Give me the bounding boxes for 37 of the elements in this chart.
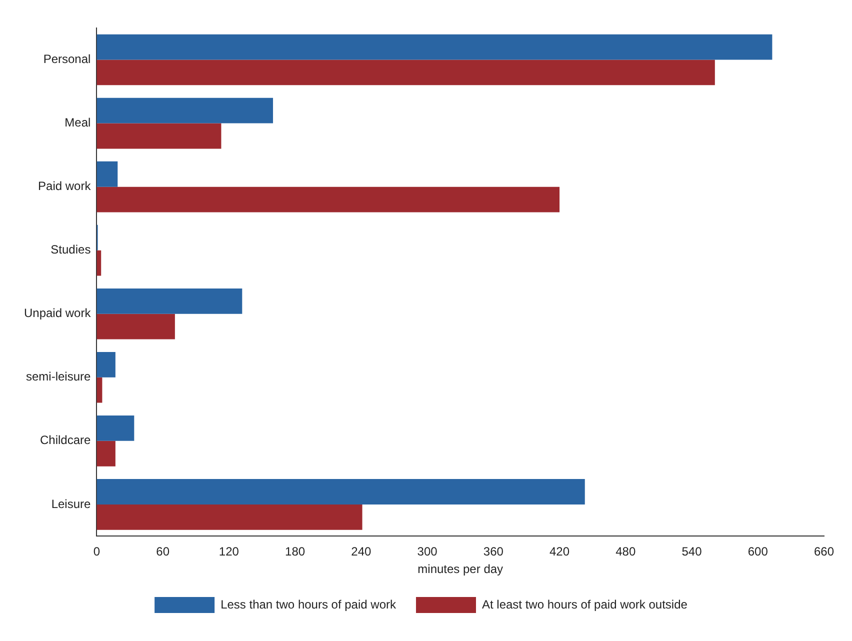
x-tick-label: 60 — [156, 544, 170, 559]
y-tick-label: Childcare — [40, 433, 92, 448]
y-tick-label: Meal — [64, 116, 91, 130]
x-tick-label: 360 — [483, 544, 504, 559]
x-tick-label: 120 — [218, 544, 240, 559]
x-tick-label: 600 — [748, 544, 768, 559]
x-tick-label: 300 — [417, 544, 438, 559]
x-tick-label: 420 — [550, 544, 570, 559]
y-tick-label: Studies — [50, 242, 91, 257]
bar — [96, 377, 102, 403]
y-tick-label: Leisure — [51, 496, 92, 511]
bar — [96, 186, 560, 212]
y-tick-label: Personal — [43, 52, 91, 66]
bar — [96, 60, 715, 86]
bar — [96, 352, 116, 378]
x-tick-label: 0 — [93, 544, 100, 559]
x-tick-label: 240 — [351, 544, 372, 559]
y-tick-label: Unpaid work — [24, 306, 92, 320]
bar — [96, 504, 362, 530]
legend-label: At least two hours of paid work outside — [482, 597, 688, 612]
bar — [96, 479, 585, 504]
bar — [96, 416, 134, 441]
x-axis-title: minutes per day — [418, 562, 504, 576]
bar — [96, 440, 116, 466]
y-tick-label: semi-leisure — [26, 370, 92, 384]
legend-label: Less than two hours of paid work — [220, 597, 397, 612]
y-tick-label: Paid work — [38, 179, 92, 194]
bar — [96, 314, 175, 340]
bar — [96, 288, 242, 314]
bar — [96, 34, 772, 60]
bar — [96, 161, 118, 187]
x-tick-label: 480 — [616, 544, 636, 559]
x-tick-label: 540 — [682, 544, 702, 559]
bar — [96, 98, 274, 124]
x-tick-label: 660 — [814, 544, 834, 559]
x-tick-label: 180 — [285, 544, 306, 559]
bar — [96, 123, 222, 149]
